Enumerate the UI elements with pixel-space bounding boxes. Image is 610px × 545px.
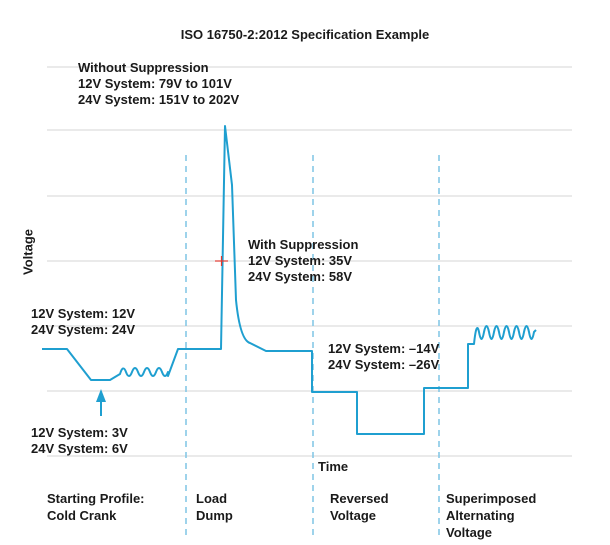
y-axis-label: Voltage	[20, 229, 36, 275]
annotation-without-suppression: Without Suppression 12V System: 79V to 1…	[78, 60, 240, 107]
annotation-cold-crank-min: 12V System: 3V 24V System: 6V	[31, 425, 128, 456]
annotation-reversed: 12V System: –14V 24V System: –26V	[328, 341, 440, 372]
phase-dividers	[185, 155, 440, 540]
phase-label-reversed: Reversed Voltage	[330, 491, 389, 523]
chart-title: ISO 16750-2:2012 Specification Example	[180, 27, 430, 42]
phase-label-load-dump: Load Dump	[196, 491, 233, 523]
cold-crank-arrow-head	[96, 389, 106, 402]
suppression-marker	[215, 256, 228, 266]
cold-crank-arrow	[96, 389, 106, 416]
annotation-nominal: 12V System: 12V 24V System: 24V	[31, 306, 136, 337]
x-axis-label: Time	[318, 459, 349, 474]
phase-label-cold-crank: Starting Profile: Cold Crank	[47, 491, 145, 523]
annotation-with-suppression: With Suppression 12V System: 35V 24V Sys…	[248, 237, 359, 284]
voltage-waveform	[42, 125, 537, 435]
phase-label-superimposed: Superimposed Alternating Voltage	[446, 491, 537, 540]
grid-lines	[47, 66, 572, 457]
